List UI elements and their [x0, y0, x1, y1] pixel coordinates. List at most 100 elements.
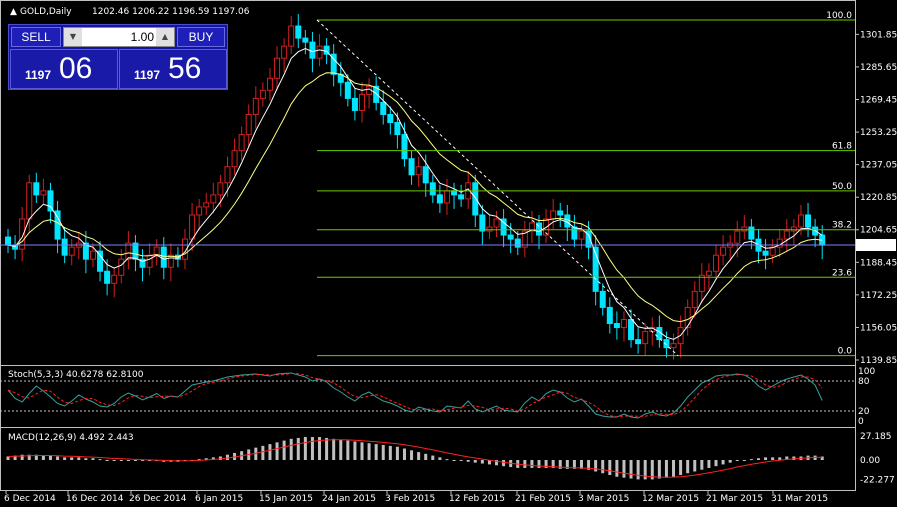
header-arrow-icon: ▲	[10, 7, 17, 17]
macd-bar	[148, 460, 152, 461]
time-tick-label: 21 Feb 2015	[515, 494, 571, 504]
macd-bar	[431, 455, 435, 460]
price-tick-label: 1269.45	[860, 95, 897, 105]
macd-bar	[254, 447, 258, 460]
candle	[203, 202, 210, 208]
candle	[585, 230, 592, 248]
macd-bar	[381, 444, 385, 460]
macd-bar	[551, 460, 555, 468]
candle	[422, 166, 429, 184]
lot-size-value[interactable]: 1.00	[130, 30, 154, 44]
stoch-axis-label: 80	[858, 377, 870, 387]
buy-button[interactable]: BUY	[177, 27, 225, 47]
moving-average-fast	[7, 47, 823, 340]
macd-axis-label: 0.00	[860, 456, 880, 466]
time-tick-label: 26 Dec 2014	[129, 494, 187, 504]
macd-axis-label: 27.185	[860, 432, 892, 442]
candle	[40, 190, 47, 196]
macd-bar	[119, 460, 123, 461]
macd-bar	[643, 460, 647, 480]
sell-button[interactable]: SELL	[11, 27, 61, 47]
candle	[160, 246, 167, 268]
candle	[153, 246, 160, 256]
candle	[783, 230, 790, 240]
macd-bar	[367, 443, 371, 460]
macd-bar	[679, 460, 683, 476]
macd-bar	[523, 460, 527, 468]
macd-bar	[495, 460, 499, 466]
candle	[613, 323, 620, 329]
candle	[47, 190, 54, 212]
macd-bar	[594, 460, 598, 472]
macd-bar	[91, 458, 95, 460]
candle	[550, 210, 557, 220]
macd-bar	[402, 448, 406, 460]
fib-level-label: 100.0	[826, 11, 852, 21]
macd-bar	[459, 460, 463, 461]
candle	[139, 258, 146, 268]
candle	[104, 270, 111, 284]
fib-level-label: 0.0	[838, 347, 853, 357]
macd-bar	[112, 460, 116, 461]
stoch-axis-label: 100	[858, 367, 875, 377]
candle	[19, 218, 26, 250]
macd-indicator: 27.185 0.00 -22.277	[6, 432, 895, 486]
time-tick-label: 24 Jan 2015	[322, 494, 376, 504]
macd-bar	[268, 444, 272, 460]
macd-bar	[693, 460, 697, 472]
macd-bar	[218, 456, 222, 460]
candle	[132, 242, 139, 260]
macd-bar	[657, 460, 661, 479]
macd-bar	[615, 460, 619, 477]
macd-bar	[374, 444, 378, 460]
macd-bar	[77, 457, 81, 460]
candle	[684, 306, 691, 329]
fibonacci-retracement[interactable]: 100.0 61.8 50.0 38.2 23.6 0.0	[316, 11, 855, 357]
lot-size-field[interactable]: ▼ 1.00 ▲	[63, 27, 175, 47]
candle	[82, 242, 89, 260]
macd-bar	[388, 445, 392, 460]
candle	[493, 218, 500, 228]
candle	[663, 339, 670, 349]
candle	[316, 45, 323, 59]
ask-price-box[interactable]: 1197 56	[119, 49, 227, 89]
axes: 1197.06 1301.85 1285.65 1269.45 1253.25 1237.…	[4, 30, 897, 504]
candle	[380, 101, 387, 115]
price-tick-label: 1237.05	[860, 161, 897, 171]
candle	[118, 258, 125, 276]
candle	[224, 166, 231, 184]
macd-bar	[749, 459, 753, 461]
one-click-trading-panel: SELL ▼ 1.00 ▲ BUY 1197 06 1197 56	[8, 24, 228, 90]
macd-bar	[70, 457, 74, 460]
macd-bar	[502, 460, 506, 467]
time-tick-label: 21 Mar 2015	[706, 494, 763, 504]
macd-bar	[579, 460, 583, 469]
macd-bar	[98, 459, 102, 461]
macd-bar	[282, 440, 286, 460]
ask-price-big: 56	[168, 52, 202, 85]
lot-decrease-icon[interactable]: ▼	[64, 28, 82, 46]
macd-bar	[6, 456, 10, 460]
lot-increase-icon[interactable]: ▲	[156, 28, 174, 46]
bid-price-box[interactable]: 1197 06	[10, 49, 118, 89]
price-tick-label: 1220.85	[860, 193, 897, 203]
candle	[408, 158, 415, 176]
macd-bar	[707, 460, 711, 468]
current-price-tag	[856, 239, 896, 252]
candle	[61, 238, 68, 256]
macd-bar	[296, 437, 300, 460]
macd-bar	[735, 460, 739, 461]
candle	[97, 250, 104, 272]
candle	[479, 214, 486, 232]
macd-bar	[20, 454, 24, 460]
macd-bar	[445, 459, 449, 461]
macd-bar	[487, 460, 491, 465]
macd-bar	[318, 437, 322, 460]
macd-bar	[742, 460, 746, 461]
macd-axis-label: -22.277	[860, 476, 895, 486]
candle	[698, 274, 705, 292]
candle	[33, 182, 40, 196]
macd-bar	[233, 452, 237, 460]
candle	[5, 236, 11, 246]
